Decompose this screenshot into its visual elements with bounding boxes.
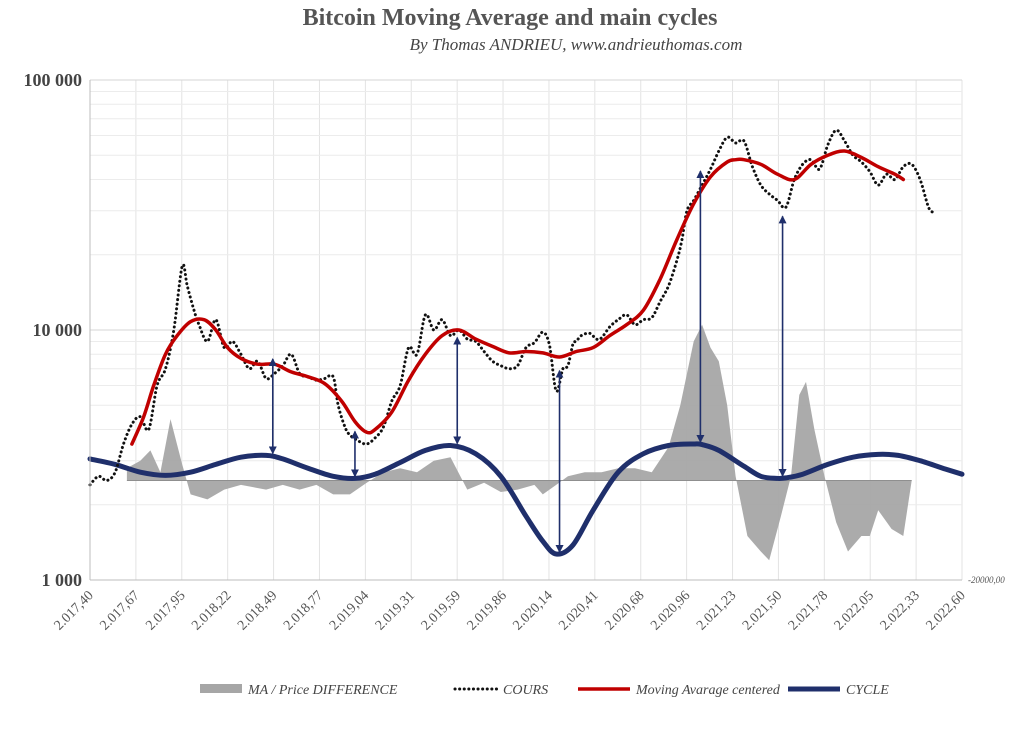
x-tick-label: 2.018,77	[281, 588, 326, 633]
cycle-arrows-layer	[268, 170, 787, 554]
x-tick-label: 2.022,60	[924, 588, 969, 633]
x-tick-label: 2.020,68	[602, 588, 647, 633]
x-tick-label: 2.019,59	[419, 588, 464, 633]
x-tick-label: 2.018,49	[235, 588, 280, 633]
x-tick-label: 2.017,95	[143, 588, 188, 633]
y-tick-label: 1 000	[42, 570, 83, 590]
x-tick-label: 2.020,96	[648, 588, 693, 633]
x-tick-label: 2.018,22	[189, 588, 234, 633]
legend: MA / Price DIFFERENCE COURS Moving Avarage…	[200, 683, 889, 698]
legend-item: MA / Price DIFFERENCE	[200, 683, 398, 698]
x-tick-label: 2.021,50	[740, 588, 785, 633]
legend-swatch-difference	[200, 684, 242, 693]
x-tick-label: 2.017,40	[52, 588, 97, 633]
series-lines-layer	[87, 128, 965, 557]
legend-item: CYCLE	[788, 683, 889, 698]
legend-label: Moving Avarage centered	[635, 683, 781, 698]
series-cours-dotted-line	[88, 128, 935, 487]
secondary-axis-label: -20000,00	[968, 575, 1005, 585]
legend-item: Moving Avarage centered	[578, 683, 781, 698]
x-tick-label: 2.019,31	[373, 588, 418, 633]
x-tick-label: 2.021,78	[786, 588, 831, 633]
x-tick-label: 2.017,67	[97, 588, 142, 633]
legend-label: CYCLE	[846, 683, 889, 698]
series-moving-average-line	[130, 149, 906, 446]
x-tick-label: 2.020,41	[556, 588, 601, 633]
y-tick-label: 10 000	[33, 320, 83, 340]
series-cycle-line	[87, 441, 965, 557]
chart-subtitle: By Thomas ANDRIEU, www.andrieuthomas.com	[410, 35, 743, 54]
series-ma-price-difference-area	[126, 324, 912, 561]
legend-label: COURS	[503, 683, 548, 698]
y-tick-label: 100 000	[24, 70, 83, 90]
x-tick-label: 2.019,86	[465, 588, 510, 633]
x-tick-label: 2.020,14	[511, 588, 556, 633]
x-tick-label: 2.021,23	[694, 588, 739, 633]
x-tick-label: 2.019,04	[327, 588, 372, 633]
x-tick-label: 2.022,33	[878, 588, 923, 633]
legend-item: COURS	[453, 683, 548, 698]
x-tick-label: 2.022,05	[832, 588, 877, 633]
chart-title: Bitcoin Moving Average and main cycles	[303, 5, 718, 31]
legend-label: MA / Price DIFFERENCE	[247, 683, 398, 698]
